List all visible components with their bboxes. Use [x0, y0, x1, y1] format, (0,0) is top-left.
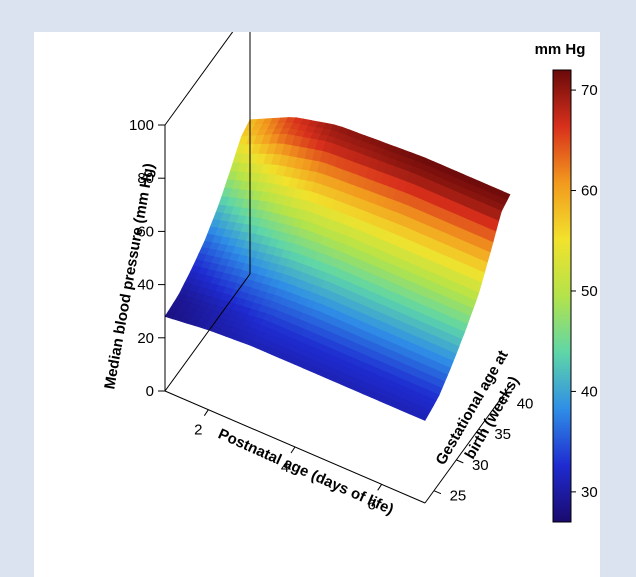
y-tick-label: 40 [517, 395, 534, 412]
back-floor-line [164, 273, 251, 392]
y-tick [433, 490, 442, 495]
y-tick-label: 30 [472, 457, 489, 474]
x-tick [290, 446, 296, 454]
z-tick-label: 20 [137, 330, 154, 347]
colorbar-tick-label: 50 [581, 283, 598, 300]
z-tick-label: 0 [146, 383, 154, 400]
surface-plot [164, 117, 511, 421]
z-tick-label: 40 [137, 277, 154, 294]
z-tick-label: 100 [129, 117, 154, 134]
y-axis-line [424, 385, 511, 504]
z-tick-label: 60 [137, 223, 154, 240]
colorbar-bar [552, 69, 572, 523]
colorbar: mm Hg 30 40 50 60 70 [535, 41, 598, 523]
axes-box [158, 32, 511, 504]
colorbar-tick-label: 40 [581, 383, 598, 400]
x-axis-title: Postnatal age (days of life) [216, 425, 397, 518]
colorbar-tick-label: 30 [581, 484, 598, 501]
x-tick-label: 2 [194, 422, 202, 439]
figure-panel: 2 4 6 25 30 35 40 0 20 40 60 80 100 Postnatal age (da… [34, 32, 600, 577]
x-tick [203, 409, 209, 416]
z-tick-label: 80 [137, 170, 154, 187]
colorbar-title: mm Hg [535, 41, 586, 58]
back-top-line [164, 32, 234, 126]
y-tick [478, 428, 486, 433]
y-tick-label: 35 [494, 426, 511, 443]
surface-chart: 2 4 6 25 30 35 40 0 20 40 60 80 100 Postnatal age (da… [101, 32, 598, 523]
y-tick-label: 25 [450, 488, 467, 505]
colorbar-tick-label: 70 [581, 82, 598, 99]
x-tick [377, 484, 383, 491]
y-tick [500, 397, 509, 402]
x-tick-label: 4 [281, 459, 289, 476]
surface-patch [416, 411, 429, 421]
y-tick [456, 459, 464, 464]
colorbar-tick-label: 60 [581, 183, 598, 200]
x-tick-label: 6 [367, 496, 375, 513]
